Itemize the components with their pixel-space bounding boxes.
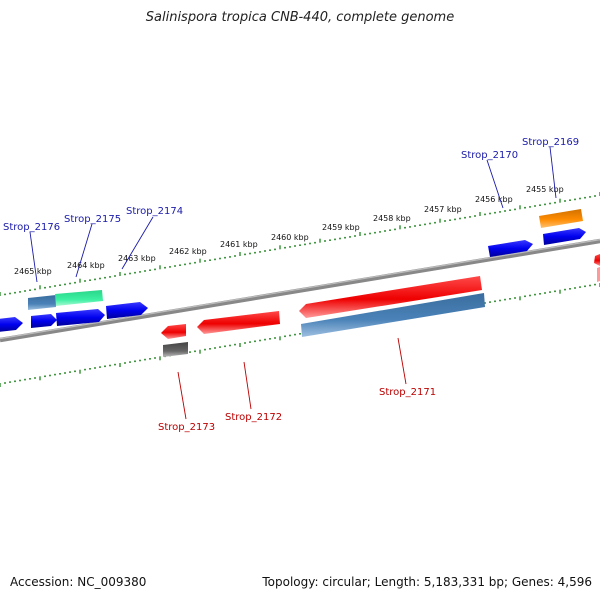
gene-label-strop-2171[interactable]: Strop_2171	[379, 387, 436, 398]
scale-label-2461: 2461 kbp	[220, 240, 258, 249]
gene-blue-2176-lower[interactable]	[31, 314, 57, 328]
label-leaders	[29, 146, 557, 420]
gene-strop-2174[interactable]	[106, 302, 148, 319]
gene-blue-far-left[interactable]	[0, 317, 23, 332]
gene-label-strop-2176[interactable]: Strop_2176	[3, 222, 60, 233]
gene-strop-2171[interactable]	[299, 276, 482, 318]
accession-text: Accession: NC_009380	[10, 575, 147, 589]
scale-label-2457: 2457 kbp	[424, 205, 462, 214]
gene-red-edge-right[interactable]	[594, 254, 600, 266]
gene-strop-2173[interactable]	[163, 342, 188, 357]
gene-strop-2175[interactable]	[55, 290, 103, 306]
scale-label-2455: 2455 kbp	[526, 185, 564, 194]
map-title: Salinispora tropica CNB-440, complete ge…	[145, 10, 455, 25]
outer-scale-ticks	[0, 192, 600, 296]
scale-label-2460: 2460 kbp	[271, 233, 309, 242]
genome-backbone-highlight	[0, 239, 600, 340]
gene-label-strop-2174[interactable]: Strop_2174	[126, 206, 183, 217]
gene-label-strop-2175[interactable]: Strop_2175	[64, 214, 121, 225]
scale-label-2462: 2462 kbp	[169, 247, 207, 256]
genome-backbone	[0, 238, 600, 343]
scale-label-2465: 2465 kbp	[14, 267, 52, 276]
reverse-genes	[161, 267, 600, 357]
gene-label-strop-2170[interactable]: Strop_2170	[461, 150, 518, 161]
gene-red-edge-lower[interactable]	[597, 267, 600, 282]
gene-strop-2172[interactable]	[197, 311, 280, 334]
scale-label-2456: 2456 kbp	[475, 195, 513, 204]
gene-strop-2170[interactable]	[488, 240, 533, 257]
gene-strop-2176[interactable]	[28, 295, 56, 310]
gene-strop-2169[interactable]	[539, 209, 583, 228]
gene-label-strop-2172[interactable]: Strop_2172	[225, 412, 282, 423]
scale-label-2459: 2459 kbp	[322, 223, 360, 232]
forward-genes	[0, 209, 600, 332]
scale-label-2458: 2458 kbp	[373, 214, 411, 223]
gene-label-strop-2173[interactable]: Strop_2173	[158, 422, 215, 433]
gene-strop-2173-red[interactable]	[161, 324, 186, 339]
gene-label-strop-2169[interactable]: Strop_2169	[522, 137, 579, 148]
gene-blue-2175-lower[interactable]	[56, 309, 105, 326]
gene-blue-right[interactable]	[543, 228, 586, 245]
genome-summary: Topology: circular; Length: 5,183,331 bp…	[262, 575, 592, 589]
scale-label-2463: 2463 kbp	[118, 254, 156, 263]
scale-label-2464: 2464 kbp	[67, 261, 105, 270]
gene-strop-2171-b[interactable]	[301, 293, 485, 337]
